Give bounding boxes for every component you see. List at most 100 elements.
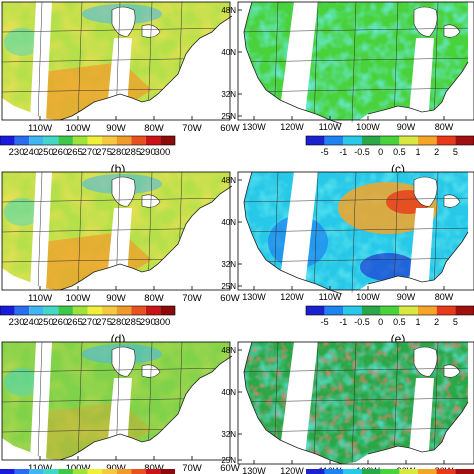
right-y-tick-label: 32N [221, 430, 236, 439]
right-colorbar-tick: 5 [453, 317, 458, 327]
right-colorbar-tick: 0 [378, 317, 383, 327]
right-colorbar-tick: -1 [339, 147, 347, 157]
colorbar-swatch [0, 136, 15, 145]
right-colorbar-tick: -0.5 [354, 317, 370, 327]
right-y-tick-label: 48N [221, 346, 236, 355]
right-x-tick-label: 110W [319, 292, 342, 302]
left-colorbar-tick: 250 [38, 147, 54, 158]
left-colorbar-tick: 265 [67, 317, 83, 328]
left-x-tick-label: 90W [106, 463, 126, 474]
right-map-panel: 48N 40N 32N 25N 130W 120W 110W 100W 90W 80W -5 -1 -0… [221, 1, 474, 176]
colorbar-swatch [306, 136, 325, 145]
left-colorbar-tick: 290 [140, 317, 156, 328]
left-map-panel: 110W 100W 90W 80W 70W 60W 23024025026026527027… [0, 171, 240, 346]
colorbar-swatch [0, 306, 15, 315]
right-x-tick-label: 100W [356, 292, 380, 302]
colorbar-swatch [380, 306, 400, 315]
left-colorbar-tick: 275 [96, 147, 112, 158]
left-colorbar-tick: 230 [9, 317, 25, 328]
right-colorbar-tick: 1 [415, 317, 420, 327]
left-colorbar-tick: 300 [154, 147, 170, 158]
left-x-tick-label: 60W [220, 293, 240, 304]
colorbar-swatch [116, 136, 132, 145]
colorbar-swatch [131, 136, 146, 145]
colorbar-swatch [324, 306, 344, 315]
right-map-panel: 48N 40N 32N 25N 130W 120W 110W 100W 90W 80W -5 -1 -0… [221, 171, 474, 346]
right-x-tick-label: 90W [397, 292, 416, 302]
left-x-tick-label: 80W [144, 123, 164, 134]
left-x-tick-label: 70W [182, 463, 202, 474]
left-x-tick-label: 80W [144, 463, 164, 474]
colorbar-swatch [145, 306, 161, 315]
left-colorbar-tick: 230 [9, 147, 25, 158]
right-y-tick-label: 48N [221, 176, 236, 185]
left-x-tick-label: 90W [106, 123, 126, 134]
right-y-tick-label: 40N [221, 48, 236, 57]
right-x-tick-label: 130W [242, 122, 266, 132]
left-x-tick-label: 60W [220, 463, 240, 474]
colorbar-swatch [43, 306, 59, 315]
colorbar-swatch [160, 306, 175, 315]
right-colorbar-tick: 1 [415, 147, 420, 157]
colorbar-swatch [145, 136, 161, 145]
left-x-tick-label: 100W [66, 123, 91, 134]
right-y-tick-label: 40N [221, 218, 236, 227]
right-x-tick-label: 120W [280, 292, 304, 302]
colorbar-swatch [324, 136, 344, 145]
right-x-tick-label: 80W [435, 122, 454, 132]
left-x-tick-label: 60W [220, 123, 240, 134]
right-x-tick-label: 130W [242, 292, 266, 302]
colorbar-swatch [399, 306, 418, 315]
right-colorbar-tick: 2 [434, 147, 439, 157]
left-map-panel: 110W 100W 90W 80W 70W 60W [0, 341, 240, 474]
left-x-tick-label: 100W [66, 293, 91, 304]
colorbar-swatch [418, 306, 437, 315]
colorbar-swatch [343, 306, 362, 315]
right-x-tick-label: 130W [242, 466, 266, 474]
colorbar-swatch [399, 136, 418, 145]
right-x-tick-label: 120W [280, 122, 304, 132]
right-colorbar-tick: -0.5 [354, 147, 370, 157]
colorbar-swatch [131, 306, 146, 315]
colorbar-swatch [29, 136, 44, 145]
colorbar-swatch [58, 306, 73, 315]
colorbar-swatch [14, 136, 30, 145]
right-y-tick-label: 40N [221, 388, 236, 397]
colorbar-swatch [160, 136, 175, 145]
right-x-tick-label: 80W [435, 292, 454, 302]
right-colorbar-partial [306, 469, 474, 474]
colorbar-swatch [380, 136, 400, 145]
colorbar-swatch [418, 136, 437, 145]
colorbar-swatch [116, 306, 132, 315]
colorbar-swatch [306, 306, 325, 315]
right-x-tick-label: 90W [397, 122, 416, 132]
right-colorbar-tick: -1 [339, 317, 347, 327]
right-colorbar-tick: 0 [378, 147, 383, 157]
right-x-tick-label: 120W [280, 466, 304, 474]
colorbar-swatch [72, 136, 88, 145]
left-x-tick-label: 110W [28, 123, 52, 134]
colorbar-swatch [102, 306, 117, 315]
colorbar-swatch [436, 306, 456, 315]
left-colorbar-tick: 300 [154, 317, 170, 328]
left-x-tick-label: 70W [182, 293, 202, 304]
colorbar-swatch [455, 136, 474, 145]
left-colorbar-tick: 240 [23, 147, 39, 158]
colorbar-swatch [343, 136, 362, 145]
colorbar-swatch [436, 136, 456, 145]
colorbar-swatch [14, 306, 30, 315]
colorbar-swatch [72, 306, 88, 315]
colorbar-swatch [58, 136, 73, 145]
right-y-tick-label: 25N [221, 112, 236, 121]
left-x-tick-label: 100W [66, 463, 91, 474]
colorbar-swatch [362, 306, 381, 315]
left-colorbar-tick: 250 [38, 317, 54, 328]
left-x-tick-label: 80W [144, 293, 164, 304]
left-map-panel: 110W 100W 90W 80W 70W 60W 23024025026026527027… [0, 1, 240, 176]
left-colorbar-tick: 290 [140, 147, 156, 158]
right-x-tick-label: 100W [356, 122, 380, 132]
colorbar-swatch [87, 136, 103, 145]
left-colorbar-tick: 270 [82, 317, 98, 328]
